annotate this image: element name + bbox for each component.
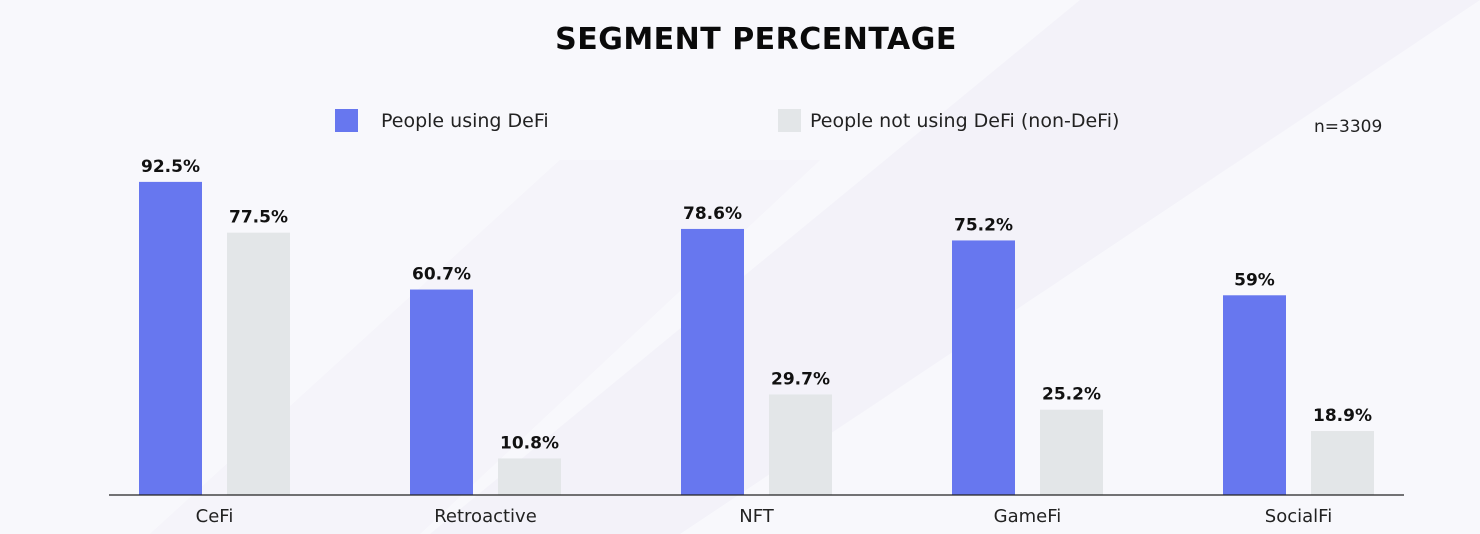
bar-cefi-non-defi <box>227 232 290 495</box>
value-label-gamefi-non-defi: 25.2% <box>1042 385 1101 405</box>
bar-retroactive-non-defi <box>498 458 561 495</box>
bar-retroactive-defi <box>410 289 473 495</box>
value-label-retroactive-defi: 60.7% <box>412 265 471 285</box>
bar-socialfi-non-defi <box>1311 431 1374 495</box>
value-label-cefi-non-defi: 77.5% <box>229 208 288 228</box>
bar-gamefi-defi <box>952 240 1015 495</box>
category-label-nft: NFT <box>739 506 775 527</box>
category-label-socialfi: SocialFi <box>1265 506 1332 527</box>
value-label-cefi-defi: 92.5% <box>141 157 200 177</box>
legend-item-defi: People using DeFi <box>335 109 549 132</box>
chart-title: SEGMENT PERCENTAGE <box>555 22 957 57</box>
value-label-socialfi-non-defi: 18.9% <box>1313 406 1372 426</box>
value-label-nft-non-defi: 29.7% <box>771 369 830 389</box>
bar-cefi-defi <box>139 181 202 495</box>
value-label-nft-defi: 78.6% <box>683 204 742 224</box>
legend-swatch-non-defi <box>778 109 801 132</box>
value-label-socialfi-defi: 59% <box>1234 270 1275 290</box>
bar-gamefi-non-defi <box>1040 409 1103 495</box>
sample-size-label: n=3309 <box>1314 117 1383 137</box>
legend-item-non-defi: People not using DeFi (non-DeFi) <box>778 109 1119 132</box>
category-label-cefi: CeFi <box>196 506 234 527</box>
value-label-retroactive-non-defi: 10.8% <box>500 433 559 453</box>
bar-socialfi-defi <box>1223 295 1286 495</box>
category-label-gamefi: GameFi <box>994 506 1062 527</box>
bar-nft-non-defi <box>769 394 832 495</box>
category-label-retroactive: Retroactive <box>434 506 537 527</box>
bar-nft-defi <box>681 228 744 495</box>
legend-label-non-defi: People not using DeFi (non-DeFi) <box>810 109 1120 132</box>
legend-swatch-defi <box>335 109 358 132</box>
value-label-gamefi-defi: 75.2% <box>954 215 1013 235</box>
legend-label-defi: People using DeFi <box>381 109 549 132</box>
